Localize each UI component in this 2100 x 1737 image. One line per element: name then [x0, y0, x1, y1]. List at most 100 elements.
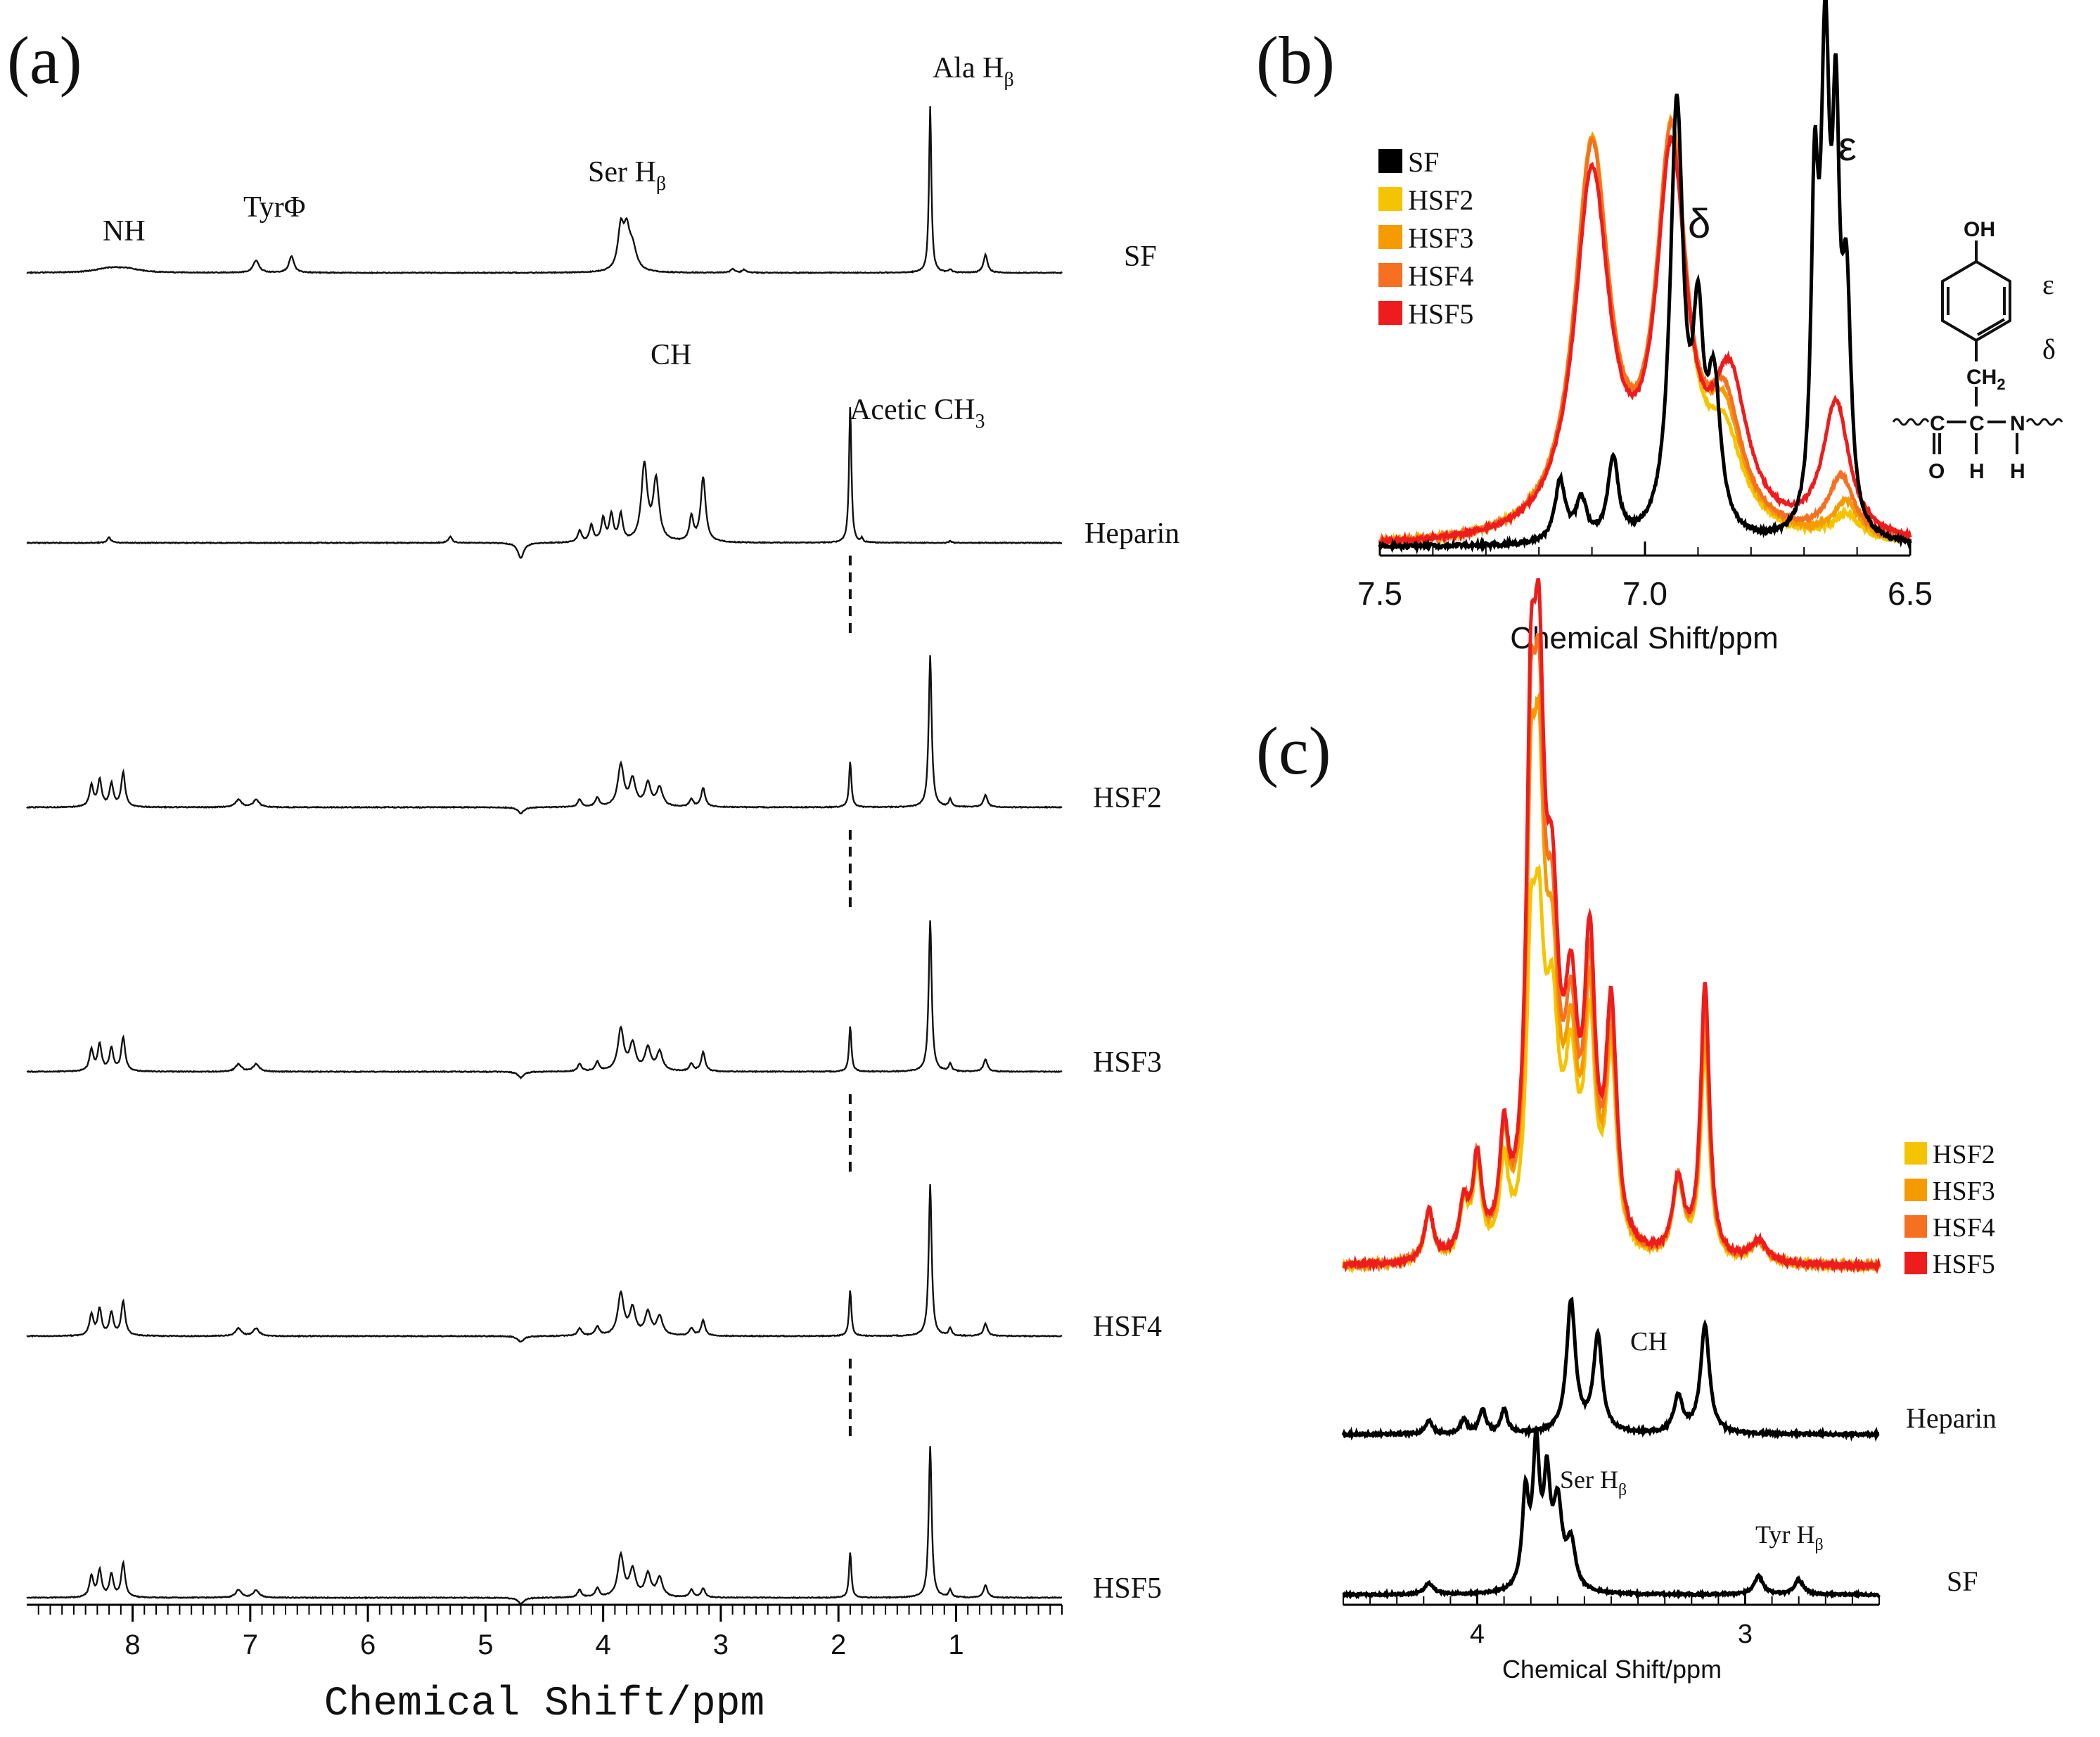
spectrum-hsf2 [26, 655, 1063, 814]
struct-ch2: CH2 [1966, 366, 2006, 393]
label-delta: δ [1688, 201, 1710, 247]
c-spectrum-sf [1342, 1428, 1881, 1601]
row-label-hsf3: HSF3 [1093, 1046, 1162, 1079]
panel-a-spectra [26, 106, 1063, 1605]
struct-delta: δ [2042, 333, 2056, 365]
ring-double-bond-3 [1976, 318, 2006, 336]
c-spectrum-hsf5 [1342, 578, 1881, 1275]
struct-o: O [1928, 460, 1945, 483]
struct-n: N [2010, 412, 2025, 435]
tyrosine-structure [1892, 241, 2063, 454]
b-legend-swatch-sf [1378, 149, 1402, 173]
panel-a-ticks: 8 7 6 5 4 3 2 1 [37, 1605, 1063, 1660]
row-label-sf: SF [1124, 241, 1157, 273]
a-tick-label: 5 [478, 1629, 493, 1660]
c-legend-swatch-hsf3 [1904, 1179, 1927, 1201]
a-tick-label: 7 [243, 1629, 258, 1660]
a-tick-label: 8 [124, 1629, 140, 1660]
row-label-hsf4: HSF4 [1093, 1311, 1162, 1343]
c-tick-label: 4 [1470, 1620, 1485, 1649]
panel-a-xlabel: Chemical Shift/ppm [324, 1681, 765, 1727]
b-legend-label-hsf3: HSF3 [1408, 222, 1473, 254]
row-label-hsf5: HSF5 [1093, 1572, 1162, 1605]
spectrum-hsf3 [26, 920, 1063, 1080]
label-ser-hb-main: Ser H [588, 156, 656, 188]
b-legend-swatch-hsf3 [1378, 225, 1402, 249]
label-epsilon: ε [1838, 124, 1857, 169]
row-label-c-heparin: Heparin [1906, 1402, 1997, 1434]
c-legend-label-hsf4: HSF4 [1933, 1213, 1995, 1243]
struct-h-alpha: H [1969, 460, 1985, 483]
row-label-hsf2: HSF2 [1093, 782, 1162, 814]
b-tick-label: 6.5 [1888, 575, 1933, 612]
c-legend-swatch-hsf5 [1904, 1252, 1927, 1274]
spectrum-hsf5 [26, 1446, 1063, 1605]
panel-a-label: (a) [7, 23, 82, 98]
c-spectrum-hsf3 [1342, 691, 1881, 1275]
label-tyr-phi: TyrΦ [243, 191, 305, 224]
c-spectrum-heparin [1341, 1296, 1880, 1442]
wavy-bond-left [1892, 418, 1930, 426]
a-tick-label: 1 [948, 1629, 963, 1660]
c-legend-label-hsf5: HSF5 [1933, 1250, 1995, 1279]
struct-ch2-main: CH [1966, 366, 1997, 389]
panel-c-legend: HSF2 HSF3 HSF4 HSF5 [1904, 1140, 1995, 1279]
c-legend-swatch-hsf2 [1904, 1142, 1927, 1165]
struct-c-carbonyl: C [1930, 412, 1945, 435]
b-tick-label: 7.0 [1622, 575, 1667, 612]
a-tick-label: 4 [596, 1629, 611, 1660]
panel-b-spectra [1378, 0, 1912, 555]
b-spectrum-sf [1378, 0, 1912, 555]
label-c-ser-main: Ser H [1560, 1466, 1618, 1494]
spectrum-sf [26, 106, 1063, 275]
tyrosine-structure-labels: OH CH2 C O C H N H [1928, 218, 2025, 483]
benzene-ring [1941, 259, 2011, 342]
b-legend-swatch-hsf4 [1378, 263, 1402, 287]
c-tick-label: 3 [1738, 1620, 1753, 1649]
struct-h-amide: H [2010, 460, 2025, 483]
panel-b: (b) 7.5 7.0 6.5 Chemical Shift/ppm δ ε SF H… [1256, 0, 2063, 655]
struct-oh: OH [1964, 218, 1995, 241]
label-heparin-ch: CH [651, 339, 691, 371]
label-c-ser-sub: β [1618, 1481, 1627, 1499]
row-label-c-sf: SF [1947, 1565, 1978, 1597]
label-c-ser-hb: Ser Hβ [1560, 1466, 1627, 1499]
b-legend-label-hsf5: HSF5 [1408, 298, 1473, 330]
c-spectrum-hsf2 [1341, 864, 1881, 1274]
a-tick-label: 6 [360, 1629, 376, 1660]
label-ser-hb-sub: β [656, 173, 666, 195]
label-ala-hb: Ala Hβ [933, 52, 1014, 91]
panel-c-spectra [1341, 578, 1881, 1601]
b-legend-swatch-hsf5 [1378, 301, 1402, 325]
label-acetic-ch3: Acetic CH3 [850, 394, 985, 432]
label-acetic-main: Acetic CH [850, 394, 975, 426]
struct-c-alpha: C [1969, 412, 1985, 435]
b-legend-label-hsf4: HSF4 [1408, 260, 1473, 292]
c-legend-swatch-hsf4 [1904, 1215, 1927, 1238]
panel-b-legend: SF HSF2 HSF3 HSF4 HSF5 [1378, 146, 1473, 330]
label-ala-hb-main: Ala H [933, 52, 1004, 84]
b-tick-label: 7.5 [1357, 575, 1402, 612]
panel-c-label: (c) [1256, 713, 1331, 788]
panel-b-ticks: 7.5 7.0 6.5 [1357, 541, 1933, 612]
label-c-heparin-ch: CH [1630, 1327, 1667, 1357]
b-spectrum-hsf3 [1378, 113, 1912, 549]
label-nh: NH [103, 215, 146, 248]
c-spectrum-hsf4 [1343, 633, 1881, 1274]
b-legend-label-sf: SF [1408, 146, 1440, 178]
struct-ch2-sub: 2 [1997, 376, 2005, 393]
spectrum-heparin [26, 406, 1063, 559]
a-tick-label: 3 [713, 1629, 729, 1660]
label-c-tyr-sub: β [1814, 1536, 1823, 1554]
a-tick-label: 2 [831, 1629, 846, 1660]
wavy-bond-right [2025, 418, 2063, 426]
row-label-heparin: Heparin [1084, 518, 1179, 550]
b-legend-label-hsf2: HSF2 [1408, 184, 1473, 216]
panel-b-xlabel: Chemical Shift/ppm [1510, 621, 1778, 655]
spectrum-hsf4 [26, 1184, 1063, 1343]
b-spectrum-hsf5 [1378, 134, 1912, 548]
panel-b-label: (b) [1256, 23, 1335, 98]
